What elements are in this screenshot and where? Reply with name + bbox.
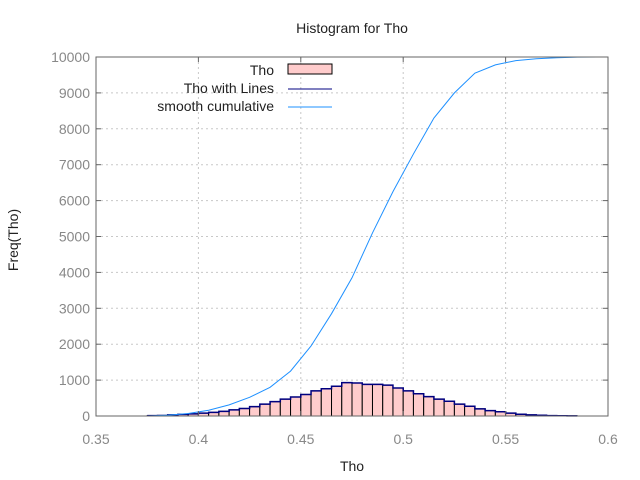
x-tick-label: 0.55 [492,431,519,447]
histogram-bar [228,409,240,417]
histogram-bar [484,410,496,417]
y-tick-label: 6000 [59,193,90,209]
histogram-bar [443,400,455,417]
x-tick-label: 0.35 [82,431,109,447]
histogram-bar [249,406,261,417]
legend-swatch-tho [287,63,333,75]
y-tick-label: 0 [82,408,90,424]
y-tick-label: 10000 [51,49,90,65]
histogram-bar [320,388,333,417]
histogram-bar [402,390,414,417]
y-tick-label: 7000 [59,157,90,173]
x-axis-label: Tho [340,458,364,474]
y-tick-label: 1000 [59,372,90,388]
histogram-bar [269,401,281,417]
histogram-bar [341,382,353,417]
histogram-bar [238,407,251,417]
histogram-bar [259,403,271,417]
plot-frame [95,56,609,417]
histogram-bar [361,383,373,417]
histogram-bar [464,405,476,417]
histogram-bar [392,387,404,417]
legend-label-tho: Tho [250,62,274,78]
y-tick-label: 5000 [59,229,90,245]
y-axis-label: Freq(Tho) [5,209,21,271]
histogram-bar [474,408,486,417]
histogram-bar [382,384,394,417]
histogram-bar [453,403,466,417]
histogram-bar [279,398,292,417]
y-tick-label: 4000 [59,264,90,280]
histogram-bar [300,393,312,417]
y-tick-label: 3000 [59,300,90,316]
histogram-bar [371,383,384,417]
x-tick-label: 0.4 [189,431,209,447]
x-tick-label: 0.5 [393,431,413,447]
y-tick-label: 8000 [59,121,90,137]
histogram-bars [146,382,578,417]
legend-label-tho-with-lines: Tho with Lines [184,80,274,96]
legend-label-smooth-cumulative: smooth cumulative [157,98,274,114]
histogram-bar [412,393,425,417]
histogram-bar [423,396,435,417]
legend: Tho Tho with Lines smooth cumulative [157,62,333,114]
y-tick-label: 2000 [59,336,90,352]
histogram-bar [351,382,363,417]
histogram-bar [290,396,302,417]
histogram-bar [433,398,445,417]
histogram-bar [310,390,322,417]
histogram-bar [331,385,343,417]
chart-title: Histogram for Tho [296,20,408,36]
y-tick-label: 9000 [59,85,90,101]
axes [95,56,609,417]
x-tick-label: 0.45 [287,431,314,447]
smooth-cumulative-series [147,56,608,417]
x-tick-label: 0.6 [598,431,618,447]
tick-labels: 0 1000 2000 3000 4000 5000 6000 7000 8000 9000 100… [51,49,618,447]
